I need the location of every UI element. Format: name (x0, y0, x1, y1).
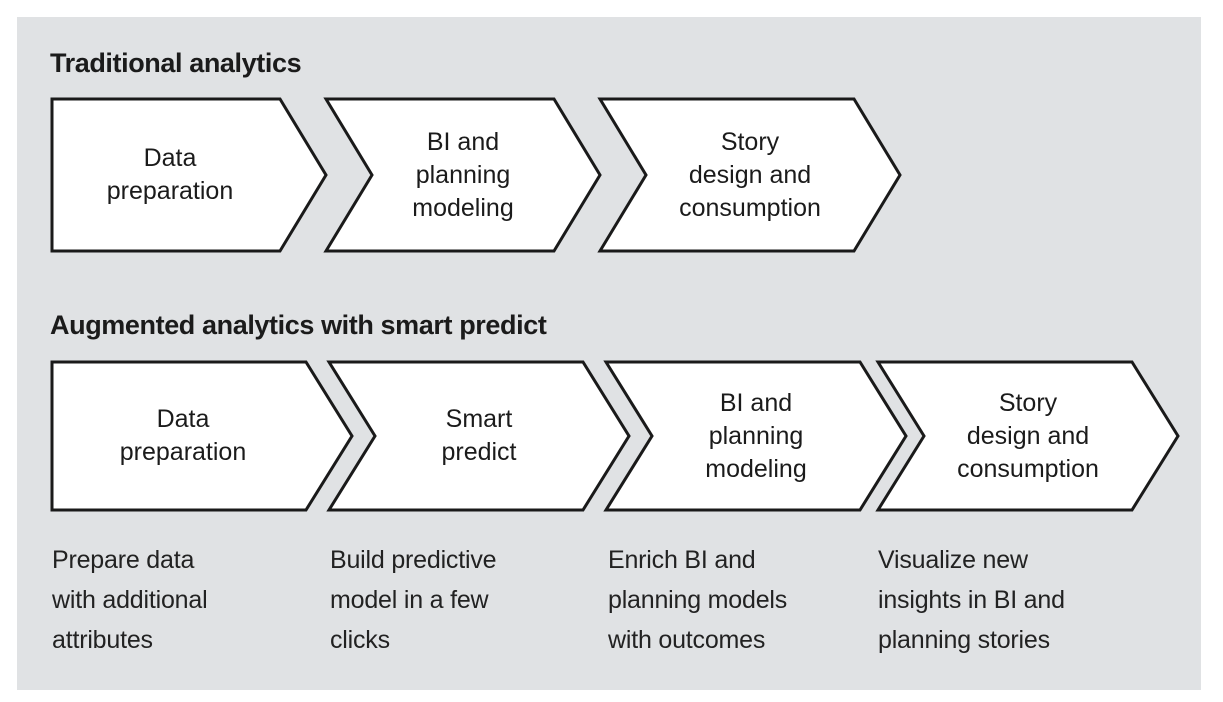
arrow-shape-icon (50, 360, 354, 512)
arrow-shape-icon (876, 360, 1180, 512)
arrow-shape-icon (50, 97, 328, 253)
process-step-traditional-3[interactable]: Story design and consumption (598, 97, 902, 253)
process-step-traditional-1[interactable]: Data preparation (50, 97, 328, 253)
step-caption-2: Build predictive model in a few clicks (330, 546, 497, 654)
arrow-shape-icon (598, 97, 902, 253)
process-step-augmented-3[interactable]: BI and planning modeling (604, 360, 908, 512)
arrow-shape-icon (604, 360, 908, 512)
process-step-traditional-2[interactable]: BI and planning modeling (324, 97, 602, 253)
process-step-augmented-4[interactable]: Story design and consumption (876, 360, 1180, 512)
step-caption-1: Prepare data with additional attributes (52, 546, 208, 654)
section-heading-traditional: Traditional analytics (50, 48, 302, 78)
process-step-augmented-2[interactable]: Smart predict (327, 360, 631, 512)
process-row-traditional: Data preparation BI and planning modelin… (50, 97, 902, 253)
step-caption-3: Enrich BI and planning models with outco… (608, 546, 788, 654)
process-step-augmented-1[interactable]: Data preparation (50, 360, 354, 512)
step-caption-4: Visualize new insights in BI and plannin… (878, 546, 1065, 654)
process-row-augmented: Data preparation Smart predict BI and pl… (50, 360, 1180, 512)
arrow-shape-icon (324, 97, 602, 253)
arrow-shape-icon (327, 360, 631, 512)
section-heading-augmented: Augmented analytics with smart predict (50, 310, 547, 340)
